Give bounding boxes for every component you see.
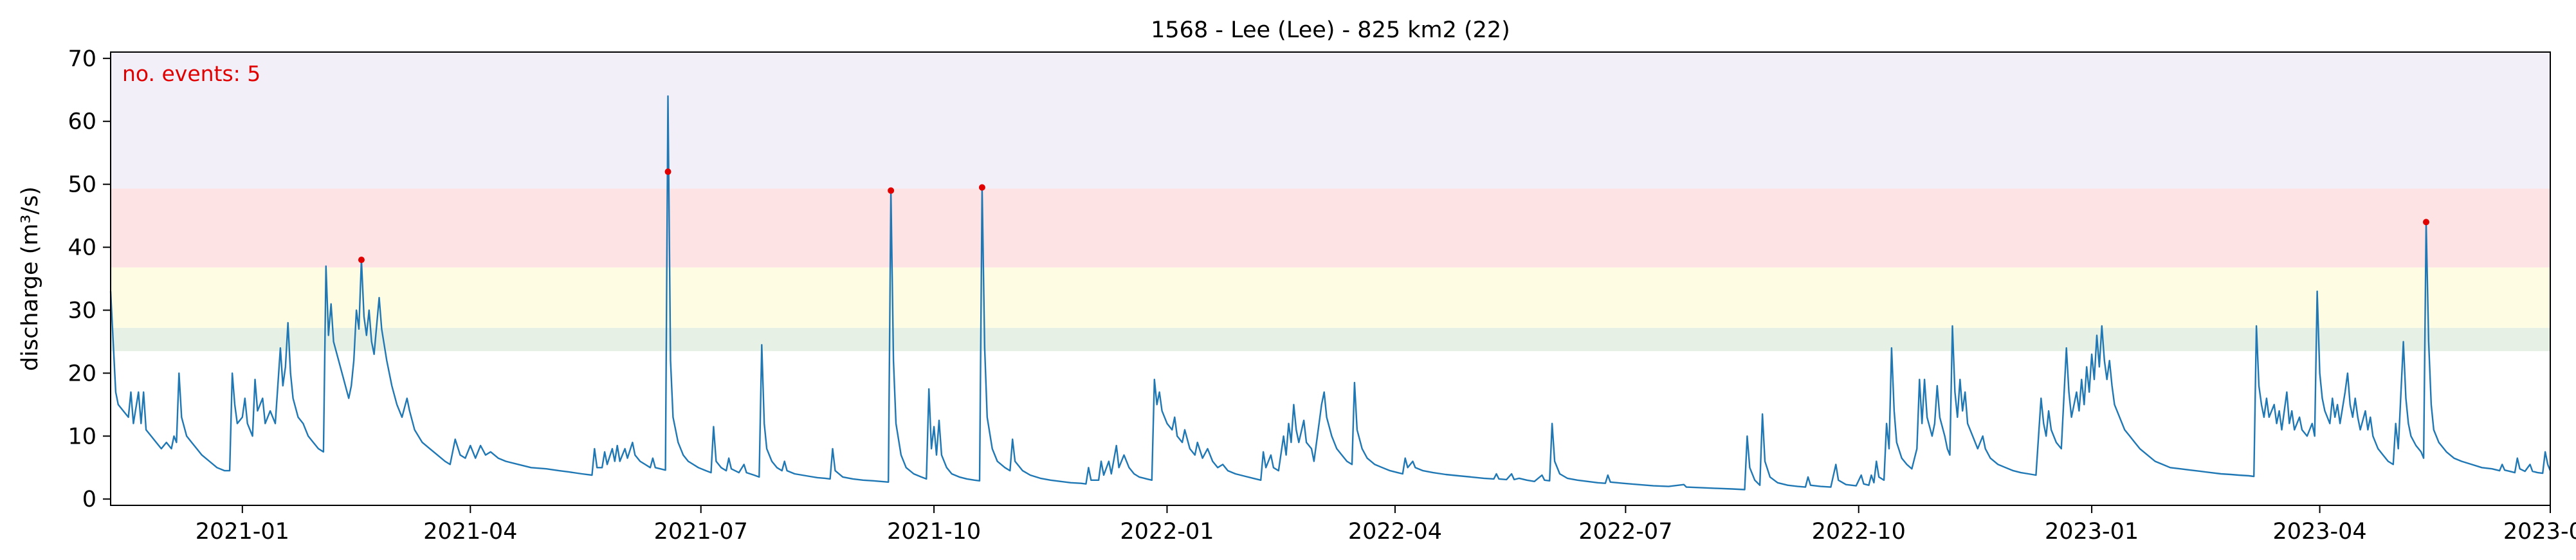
x-tick-label: 2022-07 — [1578, 519, 1672, 545]
threshold-band — [111, 267, 2550, 328]
x-tick-label: 2022-10 — [1812, 519, 1906, 545]
threshold-band — [111, 52, 2550, 189]
y-tick-label: 40 — [68, 235, 96, 261]
chart-title: 1568 - Lee (Lee) - 825 km2 (22) — [1151, 17, 1510, 43]
threshold-bands — [111, 52, 2550, 352]
y-tick-label: 0 — [82, 487, 96, 512]
x-tick-label: 2023-04 — [2272, 519, 2366, 545]
y-tick-label: 60 — [68, 109, 96, 135]
event-marker — [358, 257, 365, 264]
event-marker — [888, 187, 895, 194]
x-tick-label: 2021-01 — [196, 519, 289, 545]
y-tick-label: 70 — [68, 46, 96, 72]
plot-frame — [110, 51, 2551, 506]
x-tick-label: 2023-01 — [2045, 519, 2139, 545]
y-tick-label: 50 — [68, 172, 96, 198]
y-axis-label: discharge (m³/s) — [17, 186, 43, 371]
event-markers — [358, 168, 2430, 264]
x-tick-label: 2021-10 — [887, 519, 981, 545]
y-tick-label: 20 — [68, 361, 96, 386]
y-tick-label: 30 — [68, 298, 96, 323]
x-tick-label: 2021-07 — [654, 519, 748, 545]
y-tick-label: 10 — [68, 424, 96, 449]
event-marker — [664, 168, 671, 176]
threshold-band — [111, 188, 2550, 267]
x-tick-label: 2023-07 — [2503, 519, 2576, 545]
x-tick-label: 2022-01 — [1120, 519, 1214, 545]
y-axis-ticks: 0 10 20 30 40 50 60 70 — [68, 46, 111, 512]
threshold-band — [111, 327, 2550, 352]
events-count-annotation: no. events: 5 — [122, 61, 260, 86]
x-tick-label: 2021-04 — [423, 519, 517, 545]
event-marker — [978, 184, 985, 191]
x-axis-ticks: 2021-01 2021-04 2021-07 2021-10 2022-01 2022-… — [196, 505, 2576, 545]
x-tick-label: 2022-04 — [1348, 519, 1442, 545]
discharge-series-line — [109, 95, 2552, 491]
series-layer — [109, 95, 2552, 491]
event-marker — [2423, 219, 2430, 226]
